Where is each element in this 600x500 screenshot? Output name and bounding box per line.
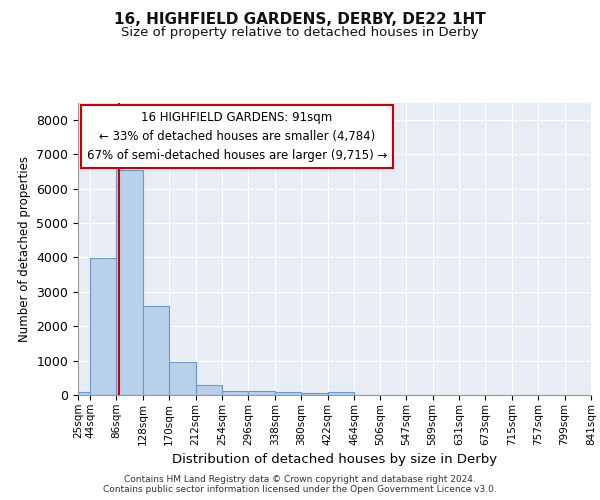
Bar — [143, 306, 169, 395]
X-axis label: Distribution of detached houses by size in Derby: Distribution of detached houses by size … — [172, 453, 497, 466]
Bar — [196, 384, 222, 395]
Bar — [248, 391, 275, 395]
Bar — [116, 170, 143, 395]
Text: 16, HIGHFIELD GARDENS, DERBY, DE22 1HT: 16, HIGHFIELD GARDENS, DERBY, DE22 1HT — [114, 12, 486, 28]
Bar — [275, 392, 301, 395]
Y-axis label: Number of detached properties: Number of detached properties — [18, 156, 31, 342]
Bar — [301, 394, 328, 395]
Bar — [169, 362, 196, 395]
Bar — [78, 392, 90, 395]
Bar — [222, 391, 248, 395]
Text: Contains HM Land Registry data © Crown copyright and database right 2024.
Contai: Contains HM Land Registry data © Crown c… — [103, 474, 497, 494]
Text: Size of property relative to detached houses in Derby: Size of property relative to detached ho… — [121, 26, 479, 39]
Bar — [328, 392, 354, 395]
Bar — [90, 258, 116, 395]
Text: 16 HIGHFIELD GARDENS: 91sqm
← 33% of detached houses are smaller (4,784)
67% of : 16 HIGHFIELD GARDENS: 91sqm ← 33% of det… — [87, 112, 387, 162]
